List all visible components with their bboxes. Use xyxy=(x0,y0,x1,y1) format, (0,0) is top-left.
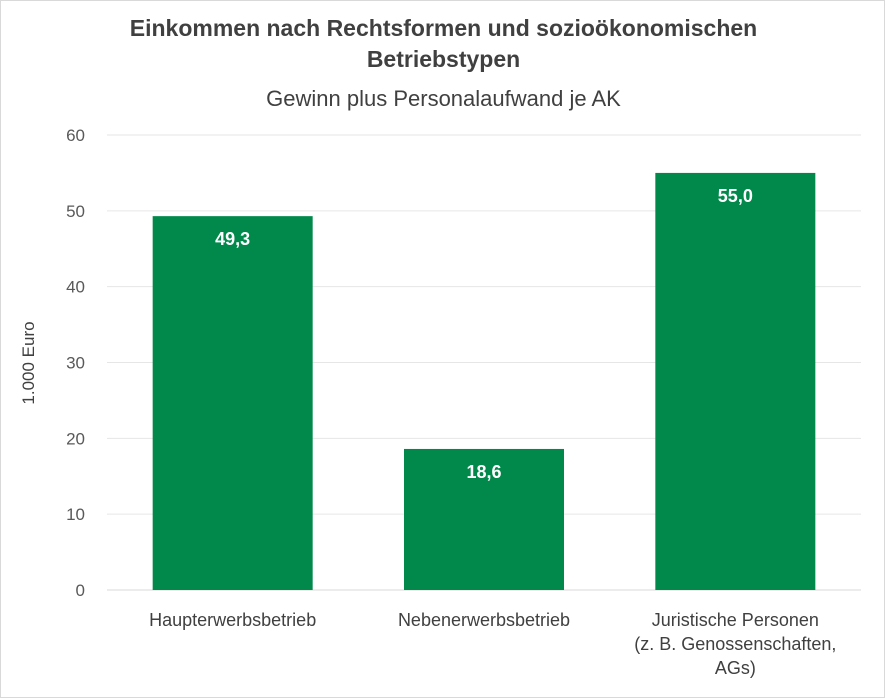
chart-title-line-2: Betriebstypen xyxy=(366,46,521,72)
y-tick-label-50: 50 xyxy=(66,202,85,221)
bar-3 xyxy=(655,172,816,590)
y-tick-label-60: 60 xyxy=(66,126,85,145)
y-tick-label-0: 0 xyxy=(76,581,85,600)
chart-title-line-1: Einkommen nach Rechtsformen und sozioöko… xyxy=(129,15,758,41)
chart-subtitle: Gewinn plus Personalaufwand je AK xyxy=(266,86,621,111)
y-tick-label-20: 20 xyxy=(66,429,85,448)
bar-2 xyxy=(404,448,564,590)
x-tick-label-1: Haupterwerbsbetrieb xyxy=(149,610,316,630)
bar-1 xyxy=(152,216,313,590)
data-label-3: 55,0 xyxy=(718,186,753,206)
chart-title: Einkommen nach Rechtsformen und sozioöko… xyxy=(1,13,885,75)
data-label-2: 18,6 xyxy=(466,462,501,482)
y-tick-label-30: 30 xyxy=(66,354,85,373)
y-tick-label-40: 40 xyxy=(66,278,85,297)
x-tick-label-3: Juristische Personen (z. B. Genossenschaf… xyxy=(634,610,836,678)
data-label-1: 49,3 xyxy=(215,229,250,249)
y-tick-label-10: 10 xyxy=(66,505,85,524)
x-tick-label-2: Nebenerwerbsbetrieb xyxy=(398,610,570,630)
